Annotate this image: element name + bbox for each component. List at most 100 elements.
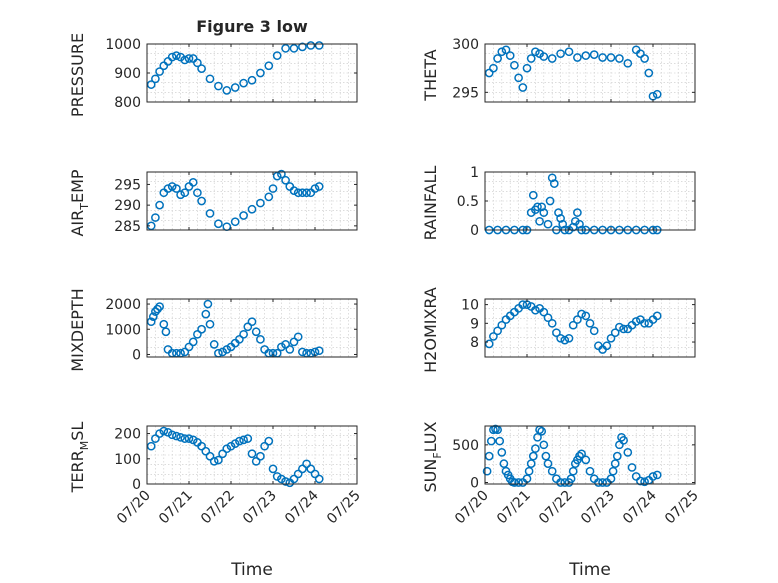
x-tick-label: 07/23	[578, 488, 618, 528]
data-point	[585, 318, 595, 328]
data-point	[556, 49, 565, 59]
data-point	[161, 327, 171, 337]
data-point	[188, 178, 198, 187]
data-point	[239, 78, 248, 88]
data-point	[302, 459, 311, 469]
data-point	[306, 464, 316, 474]
data-point	[298, 188, 307, 198]
data-point	[552, 328, 561, 338]
data-point	[176, 190, 185, 200]
data-point	[293, 469, 303, 479]
data-point	[636, 476, 645, 486]
data-point	[184, 54, 194, 63]
data-point	[146, 80, 156, 89]
data-point	[556, 333, 565, 343]
data-point	[568, 466, 578, 476]
data-point	[205, 74, 215, 84]
data-point	[163, 184, 173, 193]
data-point	[268, 464, 278, 474]
data-point	[589, 50, 599, 59]
data-point	[598, 478, 607, 487]
data-point	[518, 300, 528, 309]
x-tick-label: 07/25	[324, 488, 364, 528]
data-point	[648, 472, 658, 481]
data-point	[539, 307, 549, 317]
data-point	[235, 334, 244, 344]
data-point	[581, 455, 591, 465]
data-point	[197, 64, 206, 74]
data-point	[623, 448, 633, 457]
data-point	[289, 44, 299, 53]
y-tick-label: 1000	[105, 37, 141, 53]
data-point	[264, 436, 274, 446]
data-point	[528, 451, 538, 461]
data-point	[598, 53, 607, 62]
data-point	[306, 41, 316, 50]
data-point	[247, 317, 257, 327]
y-tick-label: 1000	[105, 322, 141, 338]
y-tick-label: 1	[470, 165, 479, 181]
data-point	[205, 319, 215, 329]
data-point	[155, 302, 164, 311]
data-point	[256, 334, 265, 344]
data-point	[314, 346, 324, 356]
x-tick-label: 07/21	[494, 488, 534, 528]
data-point	[256, 68, 265, 78]
data-point	[631, 317, 641, 326]
data-point	[314, 182, 324, 191]
data-point	[547, 318, 557, 328]
data-point	[222, 86, 232, 95]
data-point	[539, 52, 549, 61]
data-point	[155, 200, 164, 210]
data-point	[522, 63, 532, 73]
data-point	[264, 61, 274, 71]
data-point	[230, 217, 240, 227]
data-point	[176, 432, 185, 442]
x-tick-label: 07/20	[452, 488, 492, 528]
data-point	[172, 431, 181, 441]
data-point	[615, 322, 624, 332]
y-tick-label: 290	[114, 198, 141, 214]
data-point	[172, 51, 181, 60]
data-point	[172, 184, 181, 193]
data-point	[314, 474, 324, 484]
data-point	[310, 184, 320, 193]
data-point	[484, 451, 494, 461]
data-point	[281, 175, 290, 185]
data-point	[652, 89, 662, 99]
data-point	[251, 327, 261, 337]
data-point	[510, 478, 519, 487]
x-tick-label: 07/22	[536, 488, 576, 528]
data-point	[247, 75, 257, 85]
data-point	[608, 466, 618, 476]
data-point	[239, 329, 248, 339]
y-tick-label: 200	[114, 427, 141, 443]
data-point	[293, 188, 303, 198]
data-point	[201, 446, 211, 456]
data-point	[209, 456, 219, 466]
data-point	[541, 451, 551, 461]
data-point	[260, 441, 269, 451]
data-point	[545, 196, 555, 206]
data-point	[193, 188, 202, 198]
x-tick-label: 07/23	[240, 488, 280, 528]
data-point	[151, 74, 160, 84]
data-point	[151, 307, 160, 316]
data-point	[640, 54, 649, 63]
data-point	[205, 209, 215, 218]
x-axis-label: Time	[568, 560, 611, 580]
data-point	[493, 326, 502, 336]
data-point	[256, 198, 265, 208]
data-point	[214, 81, 223, 91]
data-point	[243, 322, 253, 332]
data-point	[289, 474, 299, 484]
y-tick-label: 300	[452, 37, 479, 53]
data-point	[193, 58, 202, 68]
y-axis-label: MIXDEPTH	[68, 288, 87, 371]
x-tick-label: 07/20	[114, 488, 154, 528]
data-point	[495, 436, 505, 446]
y-tick-label: 800	[114, 95, 141, 111]
data-point	[497, 47, 507, 57]
data-point	[193, 329, 202, 339]
